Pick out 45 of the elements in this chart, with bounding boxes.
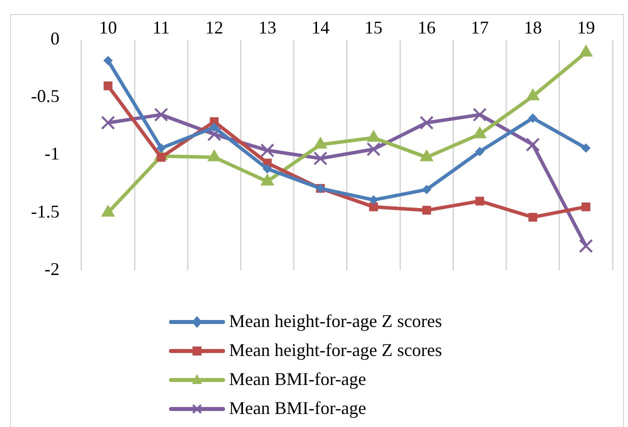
point [369,202,378,212]
point [528,114,538,123]
point [101,116,116,130]
point [581,144,590,153]
point [104,81,112,90]
y-tick-label: 0 [50,28,60,49]
point [422,185,432,194]
x-tick-label: 10 [99,17,118,38]
point [369,195,378,204]
point [472,108,487,122]
point [526,138,540,152]
y-tick-label: -2 [44,258,60,279]
x-tick-label: 16 [418,17,436,38]
legend-label: Mean BMI-for-age [229,369,366,390]
x-tick-label: 15 [364,17,383,38]
point [156,144,166,153]
legend-label: Mean BMI-for-age [229,398,366,419]
point [475,196,484,206]
point [104,56,113,66]
legend-label: Mean height-for-age Z scores [229,311,442,332]
x-tick-label: 12 [205,17,224,38]
point [156,152,166,162]
point [154,108,168,122]
point [475,147,484,156]
point [422,206,432,215]
point [207,127,222,142]
x-tick-label: 13 [258,17,276,38]
point [582,202,590,212]
point [262,164,272,174]
x-tick-label: 11 [152,17,170,38]
x-tick-label: 14 [311,17,330,38]
x-tick-label: 19 [576,17,595,38]
legend-label: Mean height-for-age Z scores [229,340,442,361]
y-tick-label: -1 [44,144,60,164]
point [260,143,274,158]
x-tick-label: 18 [524,17,542,38]
point [210,122,219,132]
point [366,142,381,156]
point [528,212,538,222]
point [420,116,434,130]
y-tick-label: -0.5 [30,86,60,106]
point [313,151,328,166]
y-tick-label: -1.5 [30,201,60,222]
x-tick-label: 17 [470,17,489,38]
point [578,239,593,254]
